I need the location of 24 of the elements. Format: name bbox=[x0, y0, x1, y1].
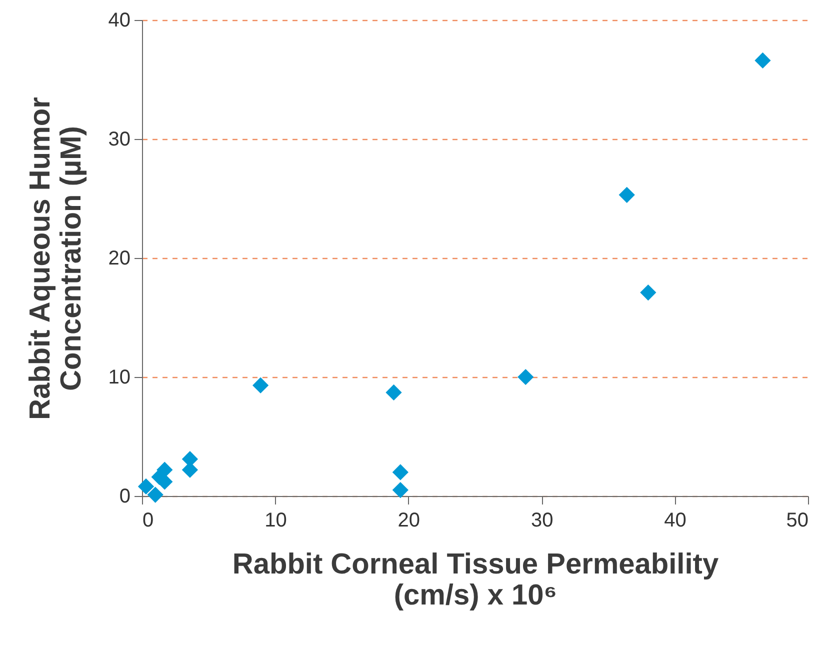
x-tick-label: 10 bbox=[264, 510, 287, 532]
point bbox=[518, 368, 534, 386]
y-tick-label: 10 bbox=[108, 366, 130, 388]
y-tick-label: 0 bbox=[119, 486, 130, 508]
x-axis-title: Rabbit Corneal Tissue Permeability (cm/s) x 10⁶ bbox=[232, 548, 719, 612]
x-tick-label: 40 bbox=[664, 510, 686, 532]
point bbox=[754, 52, 771, 69]
y-tick-label: 20 bbox=[108, 248, 130, 270]
point bbox=[138, 478, 154, 495]
x-tick-label: 30 bbox=[530, 510, 554, 532]
x-tick-label: 0 bbox=[142, 510, 154, 532]
point bbox=[156, 462, 173, 478]
point bbox=[618, 186, 635, 203]
y-axis-title: Rabbit Aqueous Humor Concentration (µM) bbox=[24, 97, 88, 420]
point bbox=[252, 377, 269, 394]
point bbox=[640, 284, 656, 301]
x-tick-label: 50 bbox=[786, 510, 808, 532]
point bbox=[392, 482, 408, 498]
x-tick-label: 20 bbox=[398, 510, 420, 532]
point bbox=[386, 384, 402, 401]
y-tick-label: 30 bbox=[108, 128, 130, 150]
point bbox=[147, 486, 164, 503]
point bbox=[392, 464, 408, 480]
y-tick-label: 40 bbox=[108, 10, 130, 32]
